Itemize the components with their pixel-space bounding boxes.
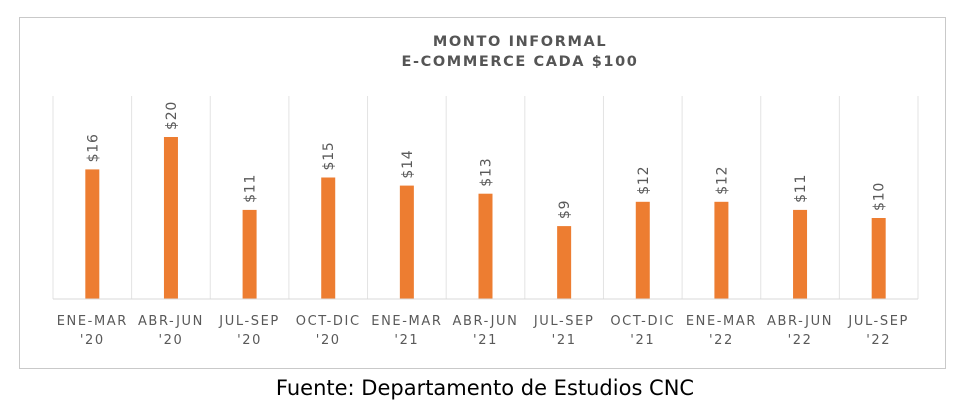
x-tick-label: '22 [709,333,734,348]
source-note: Fuente: Departamento de Estudios CNC [275,376,695,400]
x-tick-label: '20 [237,333,262,348]
data-label: $20 [164,101,180,130]
x-tick-label: JUL-SEP [533,314,595,329]
x-tick-label: '20 [316,333,341,348]
chart-title-line-1: MONTO INFORMAL [433,34,607,50]
x-tick-label: OCT-DIC [610,314,675,329]
data-label: $12 [714,166,730,195]
x-tick-label: ENE-MAR [57,314,128,329]
data-label: $9 [557,200,573,219]
data-label: $15 [321,141,337,170]
bar [163,137,178,299]
x-tick-label: '21 [473,333,498,348]
x-tick-label: ENE-MAR [686,314,757,329]
data-label: $10 [872,182,888,211]
x-tick-label: '20 [80,333,105,348]
data-label: $13 [479,158,495,187]
bar [793,209,808,299]
bar [321,177,336,299]
data-label: $12 [636,166,652,195]
data-label: $14 [400,149,416,178]
bar [478,193,493,299]
bar [242,209,257,299]
x-tick-label: '21 [394,333,419,348]
data-label: $11 [793,174,809,203]
bar [557,226,572,299]
chart-frame: MONTO INFORMAL E-COMMERCE CADA $100 $16 $… [19,17,946,369]
data-label: $11 [243,174,259,203]
bar [871,218,886,299]
bar [635,201,650,299]
bar [714,201,729,299]
x-tick-label: '21 [630,333,655,348]
bar-chart: MONTO INFORMAL E-COMMERCE CADA $100 $16 $… [52,34,919,348]
x-tick-label: OCT-DIC [296,314,361,329]
x-tick-label: ENE-MAR [371,314,442,329]
x-tick-label: '22 [788,333,813,348]
x-tick-label: JUL-SEP [218,314,280,329]
x-tick-label: JUL-SEP [847,314,909,329]
x-tick-label: '20 [158,333,183,348]
x-tick-label: ABR-JUN [138,314,204,329]
x-tick-label: '22 [866,333,891,348]
bar [399,185,414,299]
chart-title-line-2: E-COMMERCE CADA $100 [402,54,639,70]
x-tick-label: ABR-JUN [767,314,833,329]
bar [85,169,100,299]
data-label: $16 [85,133,101,162]
x-tick-label: ABR-JUN [452,314,518,329]
x-tick-label: '21 [552,333,577,348]
